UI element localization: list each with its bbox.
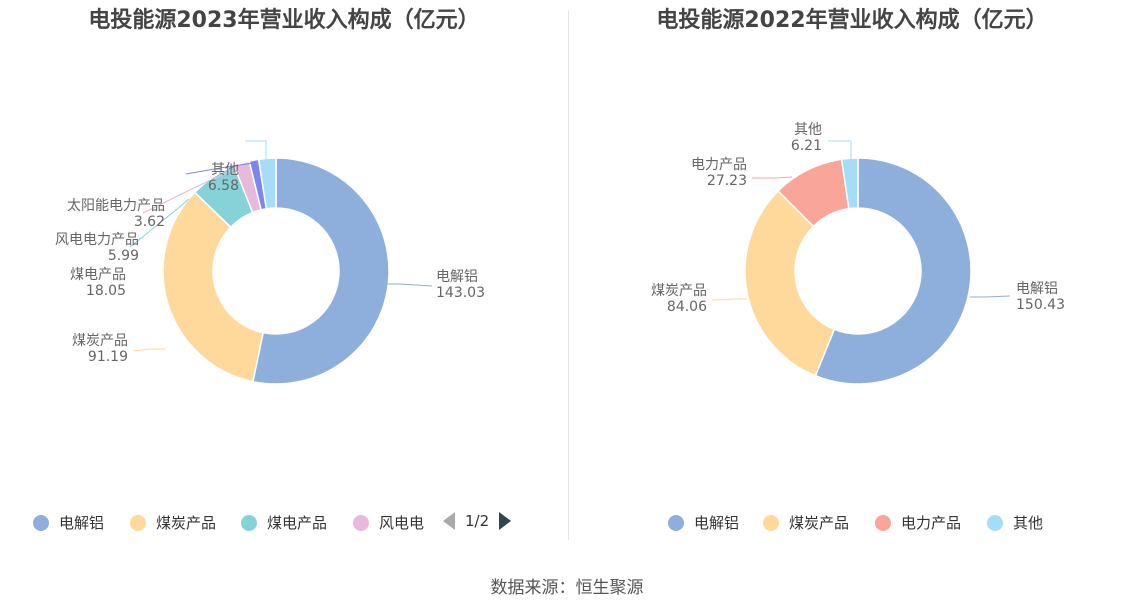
label-leader-line <box>132 348 165 352</box>
legend-swatch <box>875 514 891 531</box>
slice-category-label: 电解铝 <box>436 269 478 285</box>
legend-label: 电力产品 <box>901 514 962 532</box>
chart-title-2022: 电投能源2022年营业收入构成（亿元） <box>656 8 1048 33</box>
pager-text: 1/2 <box>465 512 490 530</box>
chart-panel-2023: 电投能源2023年营业收入构成（亿元） 电解铝 143.03 煤炭产品 91.19 煤电… <box>0 0 568 545</box>
slice-category-label: 太阳能电力产品 <box>67 198 165 214</box>
chart-title-2023: 电投能源2023年营业收入构成（亿元） <box>88 8 480 33</box>
slice-value-label: 3.62 <box>134 214 165 230</box>
data-source-note: 数据来源：恒生聚源 <box>490 578 644 598</box>
label-leader-line <box>828 140 852 159</box>
donut-slice-煤炭产品[interactable] <box>744 189 836 377</box>
slice-category-label: 煤电产品 <box>70 267 126 283</box>
legend-swatch <box>763 514 779 531</box>
legend-item-coal[interactable]: 煤炭产品 <box>763 512 849 533</box>
slice-category-label: 煤炭产品 <box>72 333 128 349</box>
label-leader-line <box>385 283 433 287</box>
legend-2023: 电解铝 煤炭产品 煤电产品 风电电 1/2 <box>0 512 568 538</box>
slice-value-label: 143.03 <box>436 285 485 301</box>
legend-2022: 电解铝 煤炭产品 电力产品 其他 <box>570 512 1134 538</box>
legend-swatch <box>241 514 257 531</box>
legend-label: 电解铝 <box>694 514 740 532</box>
legend-label: 煤电产品 <box>267 514 328 532</box>
label-leader-line <box>185 162 254 175</box>
slice-value-label: 5.99 <box>108 248 139 264</box>
slice-category-label: 其他 <box>794 122 822 138</box>
chart-panel-2022: 电投能源2022年营业收入构成（亿元） 电解铝 150.43 煤炭产品 84.06 电力… <box>570 0 1134 545</box>
legend-item-coal[interactable]: 煤炭产品 <box>130 512 216 533</box>
donut-slice-煤炭产品[interactable] <box>162 191 265 383</box>
slice-category-label: 风电电力产品 <box>55 232 139 248</box>
slice-value-label: 150.43 <box>1016 297 1065 313</box>
legend-item-aluminum[interactable]: 电解铝 <box>668 512 739 533</box>
slice-category-label: 煤炭产品 <box>651 283 707 299</box>
pager-prev-icon[interactable] <box>443 512 455 530</box>
label-leader-line <box>245 140 267 160</box>
legend-swatch <box>353 514 369 531</box>
slice-value-label: 91.19 <box>88 349 128 365</box>
legend-swatch <box>987 514 1003 531</box>
donut-slice-其他[interactable] <box>840 157 859 210</box>
legend-swatch <box>130 514 146 531</box>
donut-slice-电解铝[interactable] <box>252 157 390 385</box>
legend-label: 电解铝 <box>59 514 105 532</box>
legend-label: 煤炭产品 <box>156 514 217 532</box>
panel-divider <box>568 10 569 540</box>
legend-item-coal-power[interactable]: 煤电产品 <box>241 512 327 533</box>
legend-label: 其他 <box>1013 514 1044 532</box>
legend-pager: 1/2 <box>443 512 512 530</box>
donut-slice-电解铝[interactable] <box>814 157 972 385</box>
legend-label: 风电电 <box>379 514 425 532</box>
slice-value-label: 6.21 <box>791 138 822 154</box>
label-leader-line <box>711 298 747 301</box>
donut-slices <box>162 157 390 385</box>
legend-swatch <box>33 514 49 531</box>
legend-item-wind-power[interactable]: 风电电 <box>353 512 424 533</box>
pager-next-icon[interactable] <box>499 512 512 530</box>
slice-value-label: 18.05 <box>86 283 126 299</box>
label-leader-line <box>129 198 190 248</box>
legend-item-aluminum[interactable]: 电解铝 <box>33 512 104 533</box>
slice-category-label: 电解铝 <box>1016 281 1058 297</box>
slice-value-label: 27.23 <box>707 173 747 189</box>
slice-category-label: 其他 <box>211 162 239 178</box>
label-leader-line <box>752 176 793 179</box>
donut-slice-其他[interactable] <box>257 157 277 210</box>
slice-value-label: 84.06 <box>667 299 707 315</box>
slice-value-label: 6.58 <box>208 178 239 194</box>
label-leader-line <box>970 295 1011 298</box>
slice-category-label: 电力产品 <box>691 157 747 173</box>
legend-item-power[interactable]: 电力产品 <box>875 512 961 533</box>
legend-label: 煤炭产品 <box>789 514 850 532</box>
label-leader-line <box>142 166 241 214</box>
donut-slices <box>744 157 972 385</box>
legend-item-other[interactable]: 其他 <box>987 512 1043 533</box>
legend-swatch <box>668 514 684 531</box>
